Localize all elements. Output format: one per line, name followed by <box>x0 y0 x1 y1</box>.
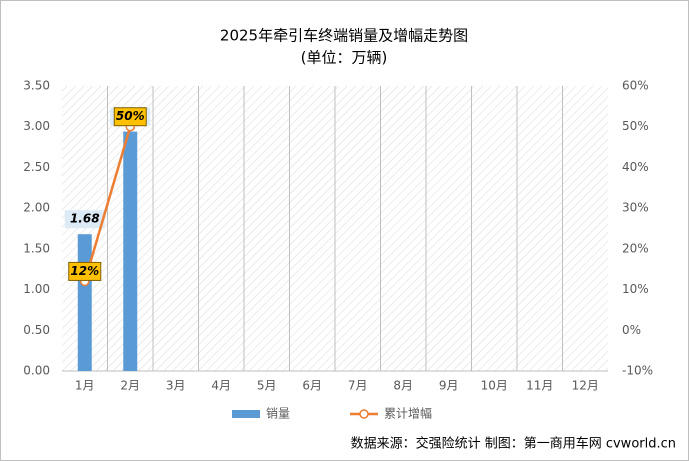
x-tick-label: 11月 <box>526 379 553 393</box>
y2-tick-label: 10% <box>622 282 649 296</box>
y-tick-label: 2.50 <box>23 160 50 174</box>
data-label-box <box>64 210 105 229</box>
x-tick-label: 3月 <box>166 379 186 393</box>
y2-tick-label: 50% <box>622 119 649 133</box>
y2-tick-label: 60% <box>622 79 649 93</box>
x-tick-label: 9月 <box>439 379 459 393</box>
legend-swatch <box>232 410 260 418</box>
source-note: 数据来源：交强险统计 制图：第一商用车网 cvworld.cn <box>351 436 676 452</box>
legend-label: 销量 <box>266 407 290 421</box>
chart-subtitle: (单位：万辆) <box>301 49 388 67</box>
x-tick-label: 6月 <box>302 379 322 393</box>
y2-tick-label: 30% <box>622 201 649 215</box>
data-label-box <box>113 107 147 127</box>
bar <box>77 234 92 371</box>
data-label: 12% <box>70 264 99 278</box>
line <box>83 126 132 282</box>
bar <box>123 131 138 371</box>
legend-label: 累计增幅 <box>384 406 432 421</box>
y2-tick-label: 0% <box>622 323 641 337</box>
y-tick-label: 1.50 <box>23 241 50 255</box>
y2-tick-label: 40% <box>622 160 649 174</box>
x-tick-label: 4月 <box>211 379 231 393</box>
data-label: 50% <box>116 109 145 123</box>
x-tick-label: 12月 <box>572 379 599 393</box>
x-tick-label: 8月 <box>393 379 413 393</box>
y-tick-label: 3.50 <box>23 79 50 93</box>
x-tick-label: 7月 <box>348 379 368 393</box>
y-tick-label: 2.00 <box>23 201 50 215</box>
data-label-box <box>68 261 102 281</box>
y-tick-label: 3.00 <box>23 119 50 133</box>
legend-marker <box>359 409 369 419</box>
x-tick-label: 2月 <box>120 379 140 393</box>
y2-tick-label: -10% <box>622 364 653 378</box>
x-tick-label: 1月 <box>75 379 95 393</box>
x-tick-label: 5月 <box>257 379 277 393</box>
data-label: 1.68 <box>70 212 100 226</box>
y2-tick-label: 20% <box>622 241 649 255</box>
y-tick-label: 0.50 <box>23 323 50 337</box>
chart-title: 2025年牵引车终端销量及增幅走势图 <box>220 27 468 45</box>
y-tick-label: 1.00 <box>23 282 50 296</box>
x-tick-label: 10月 <box>481 379 508 393</box>
y-tick-label: 0.00 <box>23 364 50 378</box>
